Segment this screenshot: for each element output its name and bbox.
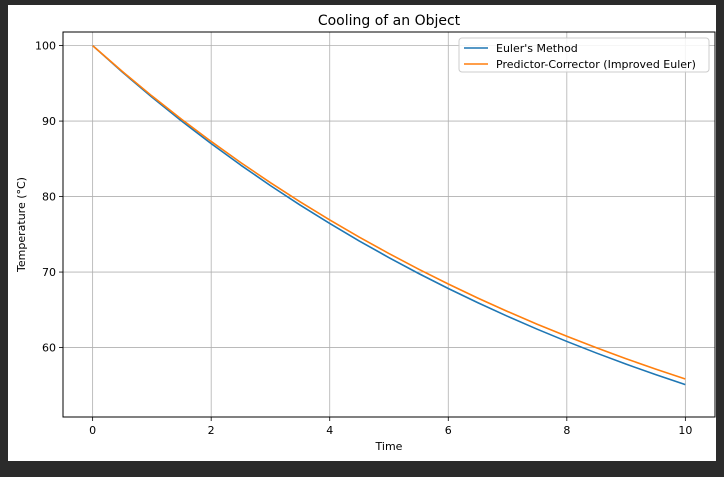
- y-tick-label: 60: [42, 342, 56, 355]
- x-tick-label: 4: [326, 424, 333, 437]
- legend-label-0: Euler's Method: [496, 42, 578, 55]
- plot-area-border: [62, 31, 716, 418]
- y-axis-label: Temperature (°C): [15, 177, 28, 273]
- series-line-1: [92, 44, 686, 380]
- x-tick-label: 0: [89, 424, 96, 437]
- y-tick-label: 70: [42, 266, 56, 279]
- x-tick-label: 8: [563, 424, 570, 437]
- y-tick-label: 90: [42, 115, 56, 128]
- x-tick-label: 10: [678, 424, 692, 437]
- y-tick-label: 80: [42, 191, 56, 204]
- chart-title: Cooling of an Object: [318, 13, 461, 29]
- tick-layer: 0 2 4 6 8 10 60 70 80 90 100: [35, 40, 692, 437]
- series-layer: [92, 44, 686, 386]
- legend-label-1: Predictor-Corrector (Improved Euler): [496, 58, 696, 71]
- figure-frame: 0 2 4 6 8 10 60 70 80 90 100 Cooling of an Object …: [8, 5, 716, 461]
- grid-layer: [63, 32, 715, 417]
- legend-box: [458, 37, 710, 73]
- x-tick-label: 2: [208, 424, 215, 437]
- x-tick-label: 6: [445, 424, 452, 437]
- legend: Euler's Method Predictor-Corrector (Impro…: [458, 37, 710, 73]
- x-axis-label: Time: [375, 440, 403, 453]
- series-line-0: [92, 44, 686, 386]
- y-tick-label: 100: [35, 40, 56, 53]
